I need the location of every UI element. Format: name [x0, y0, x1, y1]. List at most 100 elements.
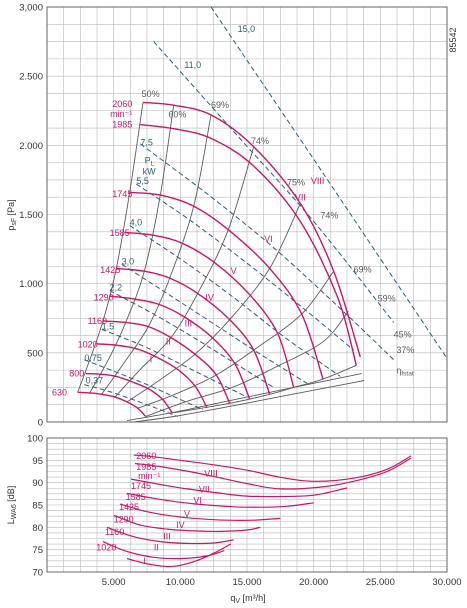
efficiency-label: 69% — [211, 100, 229, 110]
efficiency-line — [126, 373, 362, 422]
y-tick-label: 1.500 — [19, 210, 43, 221]
sound-speed-label: min⁻¹ — [138, 471, 160, 481]
motor-power-label: PL — [145, 155, 155, 167]
bottom-y-axis-label-main: L — [6, 519, 16, 524]
power-line — [153, 41, 395, 323]
speed-curve — [77, 391, 147, 417]
sound-speed-label: 1160 — [105, 527, 124, 537]
sound-region-label: III — [163, 531, 171, 541]
speed-curve — [109, 295, 251, 400]
speed-label: 2060 — [112, 99, 132, 109]
power-line — [109, 290, 274, 388]
speed-curve — [142, 101, 361, 358]
x-axis-label-unit: [m³/h] — [240, 593, 266, 603]
power-line-label: 4,0 — [130, 218, 143, 228]
efficiency-label: 59% — [378, 294, 396, 304]
sound-level-curves — [102, 454, 412, 568]
sound-speed-label: 1985 — [136, 462, 156, 472]
sound-region-label: II — [154, 542, 159, 552]
y-tick-label: 0 — [38, 418, 43, 429]
efficiency-label: 74% — [320, 211, 338, 221]
x-axis-label-main: q — [230, 593, 235, 603]
power-line — [84, 384, 178, 417]
speed-curve — [102, 320, 231, 404]
speed-curves — [77, 101, 361, 417]
efficiency-label: 74% — [251, 136, 269, 146]
y-tick-label: 3,000 — [19, 3, 43, 14]
sound-level-curve — [130, 478, 348, 498]
bottom-chart-grid — [47, 438, 447, 572]
document-id: 85542 — [448, 27, 458, 52]
power-line-label: 0,75 — [84, 353, 102, 363]
sound-level-curve — [133, 454, 412, 482]
y-tick-label: 70 — [32, 568, 43, 579]
x-axis-label-sub: V — [235, 598, 240, 605]
power-line-label: 3,0 — [122, 256, 135, 266]
efficiency-label: 75% — [287, 177, 305, 187]
efficiency-label: 69% — [354, 265, 372, 275]
y-tick-label: 100 — [27, 434, 43, 445]
power-line-label: 2,2 — [110, 283, 123, 293]
y-tick-label: 95 — [32, 456, 43, 467]
speed-curve — [116, 267, 271, 395]
sound-speed-label: 1585 — [126, 492, 146, 502]
power-line-label: 1,5 — [102, 321, 115, 331]
speed-label: 1745 — [112, 189, 132, 199]
speed-curve — [85, 372, 173, 414]
efficiency-label: 45% — [394, 330, 412, 340]
y-tick-label: 75 — [32, 545, 43, 556]
sound-region-label: I — [143, 556, 146, 566]
efficiency-label: 50% — [142, 89, 160, 99]
region-label: VII — [295, 193, 306, 203]
bottom-y-axis-label: LWA6 [dB] — [6, 486, 18, 524]
efficiency-line — [172, 364, 357, 414]
speed-label: 1160 — [88, 316, 107, 326]
power-line — [210, 7, 447, 359]
efficiency-line — [133, 380, 365, 422]
sound-speed-label: 1290 — [114, 514, 134, 524]
x-tick-label: 25.000 — [366, 577, 395, 588]
bottom-y-axis-label-unit: [dB] — [6, 486, 16, 505]
speed-unit-label: min⁻¹ — [110, 109, 132, 119]
sound-level-curve — [120, 503, 281, 521]
power-line — [139, 143, 395, 361]
sound-region-label: VIII — [204, 469, 218, 479]
efficiency-lines — [77, 102, 365, 422]
power-line — [136, 183, 355, 351]
motor-power-unit: kW — [143, 166, 157, 176]
top-y-axis-label-sub: sF — [11, 218, 18, 226]
y-tick-label: 1.000 — [19, 279, 43, 290]
power-line — [121, 263, 308, 384]
efficiency-line — [114, 146, 255, 398]
y-tick-label: 2.000 — [19, 141, 43, 152]
top-chart-frame — [46, 6, 448, 423]
speed-label: 1020 — [78, 340, 98, 350]
speed-curve — [96, 343, 208, 408]
motor-power-sub: L — [151, 160, 155, 167]
power-line-label: 15,0 — [238, 24, 256, 34]
efficiency-label: 37% — [396, 345, 414, 355]
speed-label: 1585 — [110, 228, 130, 238]
region-label: VIII — [311, 176, 325, 186]
speed-label: 1985 — [112, 120, 132, 130]
x-tick-label: 5.000 — [102, 577, 126, 588]
power-line-label: 0,37 — [86, 375, 104, 385]
region-label: II — [166, 337, 171, 347]
efficiency-symbol: ηfstat — [396, 366, 413, 378]
sound-speed-label: 2060 — [136, 451, 156, 461]
y-tick-label: 2.500 — [19, 72, 43, 83]
efficiency-symbol-sub: fstat — [401, 371, 413, 378]
power-line-label: 7,5 — [140, 137, 153, 147]
bottom-chart-labels: 20601985min⁻¹174515851425129011601020VII… — [27, 434, 461, 589]
efficiency-line — [145, 311, 349, 417]
region-label: III — [185, 319, 193, 329]
x-tick-label: 10.000 — [166, 577, 195, 588]
top-chart-grid — [47, 7, 447, 422]
top-y-axis-label-main: p — [6, 226, 16, 231]
y-tick-label: 85 — [32, 501, 43, 512]
x-tick-label: 15.000 — [232, 577, 261, 588]
sound-speed-label: 1425 — [119, 502, 139, 512]
plot-frame — [46, 437, 448, 573]
sound-region-label: VI — [193, 496, 202, 506]
